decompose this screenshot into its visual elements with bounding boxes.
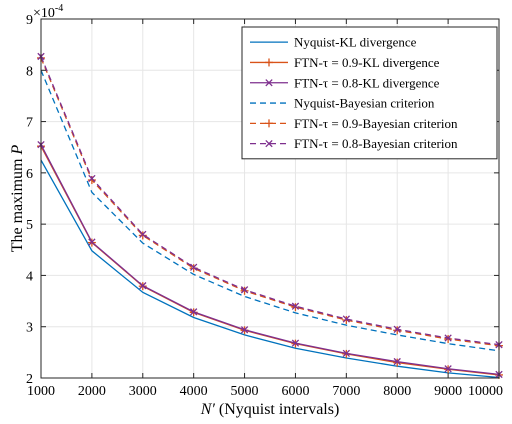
series-line — [40, 159, 500, 379]
series-3 — [40, 70, 500, 352]
series-group — [37, 52, 503, 379]
legend-swatch-marker — [265, 58, 273, 67]
data-point-marker — [342, 349, 350, 358]
data-point-marker — [444, 335, 453, 344]
legend-label: FTN-τ = 0.8-Bayesian criterion — [294, 136, 458, 151]
x-tick-label: 7000 — [332, 384, 360, 399]
series-line — [40, 144, 500, 376]
legend-entry-4: FTN-τ = 0.9-Bayesian criterion — [250, 116, 458, 131]
data-point-marker — [88, 174, 96, 183]
data-point-marker — [393, 325, 401, 333]
y-axis-multiplier: ×10-4 — [33, 3, 63, 21]
x-tick-label: 2000 — [78, 384, 106, 399]
y-axis-label: The maximum P — [9, 145, 26, 253]
legend-entry-1: FTN-τ = 0.9-KL divergence — [250, 55, 440, 70]
legend-entry-3: Nyquist-Bayesian criterion — [250, 96, 435, 111]
legend-swatch-marker-b — [265, 139, 273, 148]
plot-area-frame — [40, 18, 500, 379]
x-tick-label: 9000 — [434, 384, 462, 399]
y-tick-label: 7 — [26, 116, 33, 131]
x-axis-label: N′ (Nyquist intervals) — [200, 401, 340, 418]
data-point-marker — [240, 286, 249, 295]
x-tick-label: 4000 — [180, 384, 208, 399]
legend-swatch-marker — [265, 79, 273, 87]
x-tick-label: 10000 — [468, 384, 503, 399]
data-point-marker-b — [342, 315, 350, 323]
y-tick-label: 8 — [26, 64, 33, 79]
data-point-marker-b — [88, 238, 96, 246]
x-tick-label: 3000 — [129, 384, 157, 399]
data-point-marker-b — [190, 308, 198, 316]
data-point-marker-b — [88, 174, 96, 183]
data-point-marker — [139, 230, 147, 239]
data-point-marker-b — [342, 349, 350, 358]
legend-label: FTN-τ = 0.8-KL divergence — [294, 75, 440, 90]
data-point-marker — [240, 326, 249, 334]
y-tick-label: 3 — [26, 321, 33, 336]
data-point-marker-b — [240, 326, 249, 334]
legend-box — [241, 26, 498, 160]
x-tick-label: 8000 — [383, 384, 411, 399]
series-line — [40, 56, 500, 346]
x-tick-label: 1000 — [27, 384, 55, 399]
series-0 — [40, 159, 500, 379]
legend-label: FTN-τ = 0.9-Bayesian criterion — [294, 116, 458, 131]
legend-swatch-marker — [265, 119, 273, 128]
legend: Nyquist-KL divergence FTN-τ = 0.9-KL dive… — [241, 26, 498, 160]
data-point-marker — [342, 315, 350, 323]
data-point-marker — [190, 263, 198, 271]
y-tick-label: 2 — [26, 372, 33, 387]
y-tick-label: 6 — [26, 167, 33, 182]
data-point-marker-b — [444, 334, 452, 342]
data-point-marker-b — [393, 357, 401, 366]
data-point-marker-b — [291, 302, 300, 310]
data-point-marker — [444, 365, 452, 373]
legend-entry-0: Nyquist-KL divergence — [250, 35, 417, 50]
y-tick-label: 9 — [26, 13, 33, 28]
data-point-marker-b — [190, 263, 198, 271]
data-point-marker — [190, 308, 198, 316]
data-point-marker — [444, 334, 452, 342]
x-tick-label: 6000 — [281, 384, 309, 399]
series-2 — [37, 140, 503, 379]
y-tick-label: 4 — [26, 269, 33, 284]
legend-swatch-marker-b — [265, 79, 273, 87]
data-point-marker — [291, 339, 300, 347]
data-point-marker — [240, 286, 249, 294]
data-point-marker-b — [444, 365, 452, 373]
y-tick-label: 5 — [26, 218, 33, 233]
data-point-marker-b — [393, 325, 401, 333]
legend-entry-5: FTN-τ = 0.8-Bayesian criterion — [250, 136, 458, 151]
series-line — [40, 57, 500, 347]
legend-label: Nyquist-KL divergence — [294, 35, 417, 50]
legend-label: Nyquist-Bayesian criterion — [294, 96, 435, 111]
data-point-marker — [291, 302, 300, 310]
legend-entry-2: FTN-τ = 0.8-KL divergence — [250, 75, 440, 90]
legend-swatch-marker — [265, 139, 273, 148]
x-tick-label: 5000 — [231, 384, 259, 399]
data-point-marker-b — [291, 339, 300, 347]
data-point-marker — [393, 357, 401, 366]
legend-label: FTN-τ = 0.9-KL divergence — [294, 55, 440, 70]
series-5 — [37, 52, 503, 349]
data-point-marker-b — [139, 230, 147, 239]
data-point-marker — [88, 238, 96, 246]
data-point-marker — [139, 282, 147, 290]
data-point-marker-b — [240, 286, 249, 294]
data-point-marker-b — [139, 282, 147, 290]
series-line — [40, 70, 500, 352]
axis-ticks: 1000 2000 3000 4000 5000 6000 7000 8000 9000 1000… — [26, 13, 503, 399]
